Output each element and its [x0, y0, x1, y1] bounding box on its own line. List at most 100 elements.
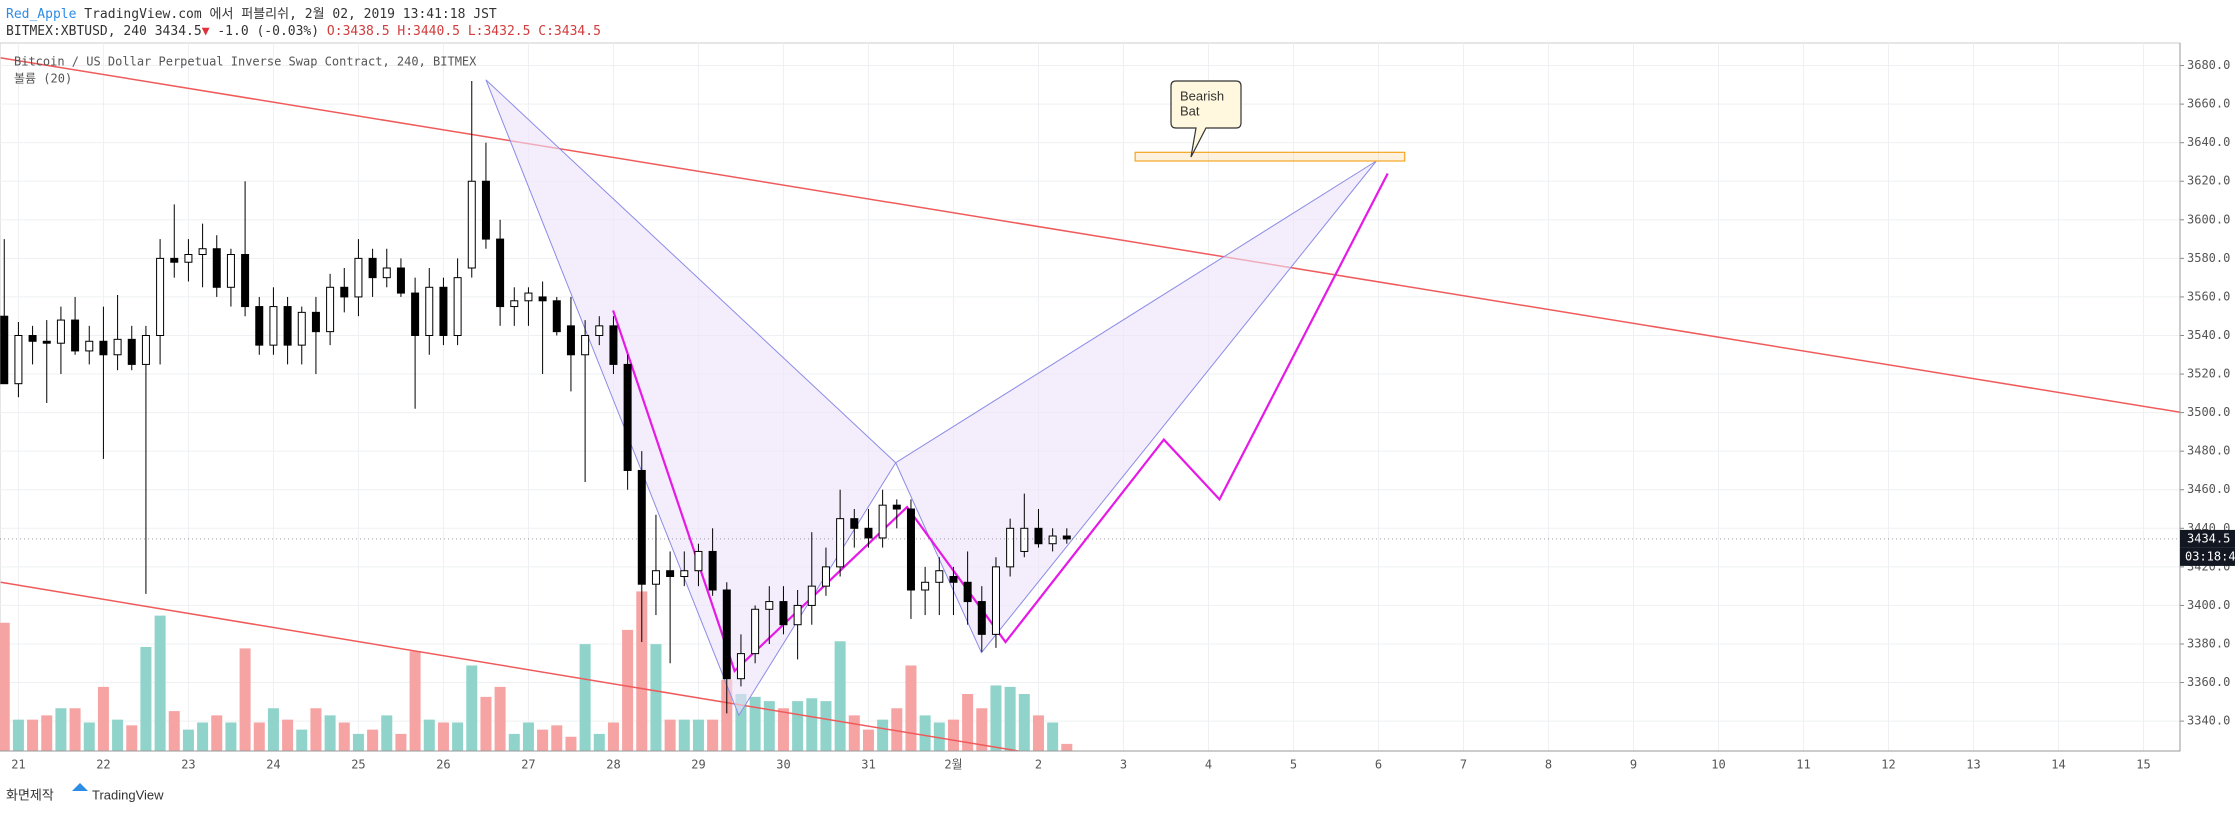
y-tick-label: 3660.0: [2187, 97, 2230, 111]
published: TradingView.com 에서 퍼블리쉬, 2월 02, 2019 13:…: [84, 7, 497, 22]
symbol-line: BITMEX:XBTUSD, 240 3434.5▼ -1.0 (-0.03%)…: [6, 24, 601, 39]
x-tick-label: 9: [1630, 758, 1637, 772]
volume-bar: [437, 722, 449, 751]
x-tick-label: 2월: [944, 758, 962, 772]
volume-bar: [806, 698, 818, 751]
y-tick-label: 3400.0: [2187, 598, 2230, 612]
x-tick-label: 10: [1711, 758, 1725, 772]
candle-body: [99, 340, 108, 356]
volume-bar: [211, 715, 223, 751]
y-tick-label: 3640.0: [2187, 135, 2230, 149]
candle-body: [425, 286, 434, 336]
candle-body: [269, 306, 278, 346]
candle-body: [581, 334, 590, 356]
volume-bar: [168, 711, 180, 751]
candle-body: [807, 585, 816, 606]
volume: [0, 591, 1073, 751]
trend-line: [0, 57, 2180, 413]
candle-body: [326, 286, 335, 333]
x-tick-label: 23: [181, 758, 195, 772]
candle-body: [42, 340, 51, 344]
volume-bar: [395, 733, 407, 751]
volume-bar: [69, 708, 81, 751]
last: 3434.5: [155, 24, 202, 39]
candle-body: [793, 604, 802, 626]
callout-text: Bat: [1180, 103, 1200, 118]
volume-bar: [565, 736, 577, 751]
volume-bar: [622, 629, 634, 751]
candle-body: [510, 300, 519, 308]
footer-brand: TradingView: [92, 787, 164, 802]
candle-body: [28, 334, 37, 342]
x-tick-label: 6: [1375, 758, 1382, 772]
candle-body: [1034, 527, 1043, 545]
volume-bar: [891, 708, 903, 751]
x-tick-label: 30: [776, 758, 790, 772]
volume-bar: [27, 719, 39, 751]
volume-bar: [707, 719, 719, 751]
volume-bar: [197, 722, 209, 751]
volume-bar: [1018, 694, 1030, 751]
candle-body: [156, 257, 165, 336]
candle-body: [991, 566, 1000, 635]
candle-body: [198, 248, 207, 256]
candle-body: [71, 319, 80, 352]
candle-body: [651, 570, 660, 585]
candle-body: [0, 315, 9, 385]
callout-box: [1170, 80, 1242, 158]
volume-label: 볼륨 (20): [14, 72, 72, 86]
volume-bar: [593, 733, 605, 751]
volume-bar: [1047, 722, 1059, 751]
trend-line: [0, 581, 1024, 751]
volume-bar: [579, 644, 591, 751]
x-tick-label: 22: [96, 758, 110, 772]
x-tick-label: 31: [861, 758, 875, 772]
candle-body: [736, 653, 745, 680]
candle-body: [481, 180, 490, 240]
x-tick-label: 3: [1120, 758, 1127, 772]
volume-bar: [140, 646, 152, 751]
candle-body: [864, 527, 873, 539]
candle-body: [184, 254, 193, 263]
candle-body: [751, 608, 760, 655]
candle-body: [85, 340, 94, 352]
candle-body: [411, 292, 420, 336]
header-line: Red_Apple TradingView.com 에서 퍼블리쉬, 2월 02…: [6, 7, 497, 22]
candle-body: [722, 589, 731, 680]
candle-body: [666, 570, 675, 578]
volume-bar: [962, 694, 974, 751]
volume-bar: [480, 696, 492, 751]
volume-bar: [862, 729, 874, 751]
y-tick-label: 3620.0: [2187, 174, 2230, 188]
last-price-label: 3434.5: [2187, 531, 2230, 545]
y-tick-label: 3360.0: [2187, 675, 2230, 689]
volume-bar: [0, 622, 10, 751]
candle-body: [836, 518, 845, 568]
volume-bar: [551, 725, 563, 751]
volume-bar: [792, 701, 804, 751]
x-tick-label: 29: [691, 758, 705, 772]
change: -1.0 (-0.03%): [217, 24, 319, 39]
candle-body: [340, 286, 349, 298]
author: Red_Apple: [6, 7, 77, 22]
volume-bar: [239, 648, 251, 751]
legend-title: Bitcoin / US Dollar Perpetual Inverse Sw…: [14, 55, 477, 69]
y-tick-label: 3580.0: [2187, 251, 2230, 265]
pattern-triangle: [485, 79, 897, 717]
volume-bar: [97, 686, 109, 751]
volume-bar: [452, 722, 464, 751]
volume-bar: [947, 719, 959, 751]
countdown-label: 03:18:44: [2185, 549, 2235, 563]
volume-bar: [41, 715, 53, 751]
volume-bar: [834, 641, 846, 751]
axes: 21 22 23 24 25 26 27 28 29 30 31 2월 2 3 4 5 6 7 8 9 10 11 12 13…: [0, 43, 2235, 772]
volume-bar: [423, 719, 435, 751]
x-tick-label: 11: [1796, 758, 1810, 772]
brand-icon: [72, 783, 88, 791]
volume-bar: [990, 685, 1002, 751]
x-tick-label: 26: [436, 758, 450, 772]
volume-bar: [664, 719, 676, 751]
y-tick-label: 3340.0: [2187, 714, 2230, 728]
volume-bar: [338, 722, 350, 751]
candle-body: [779, 601, 788, 626]
